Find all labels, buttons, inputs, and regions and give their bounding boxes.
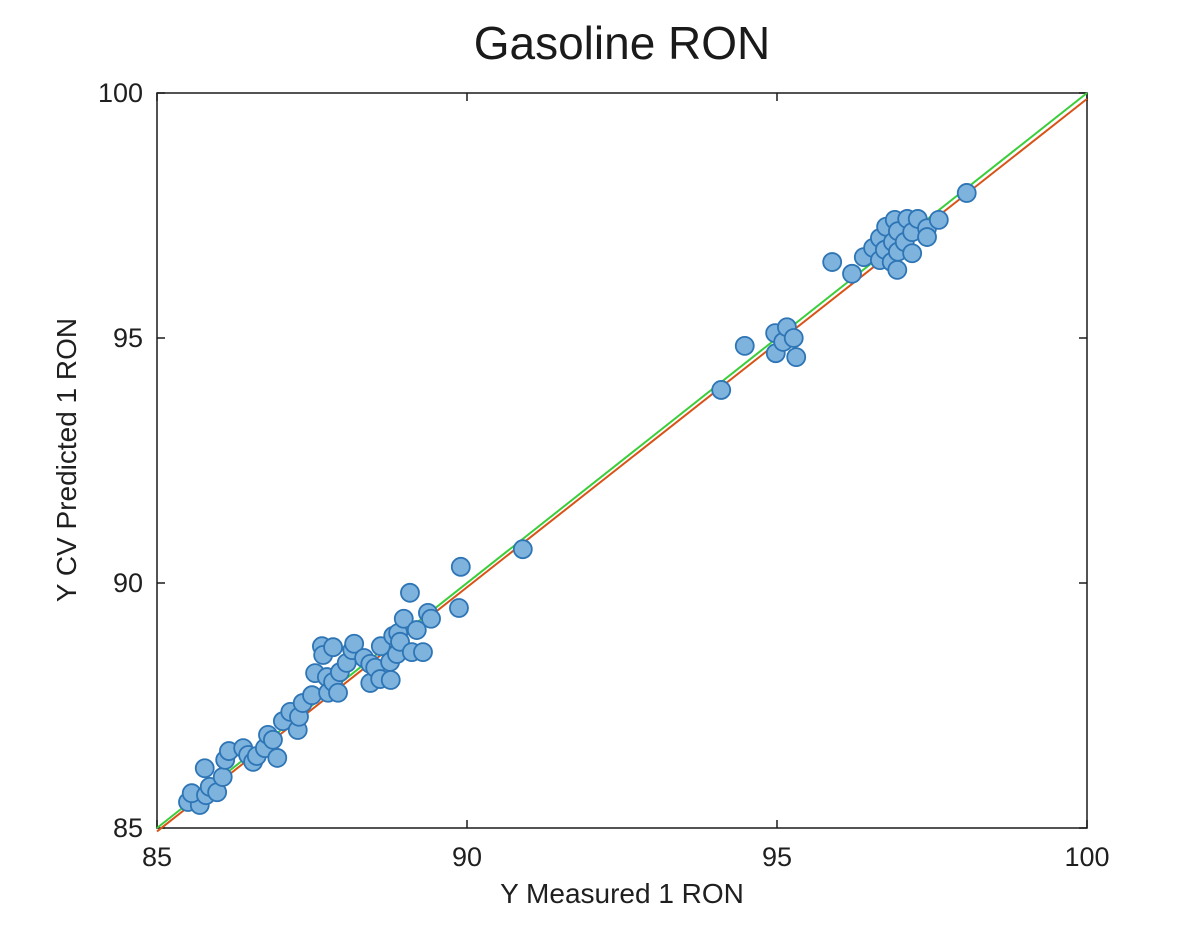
data-point	[194, 758, 215, 779]
data-point	[380, 670, 401, 690]
data-point	[400, 582, 420, 603]
data-point	[413, 642, 433, 662]
y-tick-label: 85	[113, 813, 143, 843]
x-tick-label: 100	[1064, 842, 1109, 872]
data-point	[822, 252, 843, 272]
data-point	[711, 380, 732, 400]
data-point	[323, 637, 343, 658]
x-tick-label: 85	[142, 842, 172, 872]
data-point	[344, 633, 365, 654]
data-point	[887, 259, 908, 280]
data-point	[393, 608, 414, 629]
data-point	[449, 598, 469, 618]
data-point	[421, 608, 441, 629]
data-point	[267, 748, 288, 768]
y-axis-label: Y CV Predicted 1 RON	[51, 317, 82, 603]
x-axis-label: Y Measured 1 RON	[500, 878, 744, 909]
data-point	[928, 210, 949, 230]
x-tick-label: 95	[762, 842, 792, 872]
y-tick-label: 95	[113, 323, 143, 353]
data-point	[406, 620, 427, 640]
data-point	[212, 767, 233, 787]
axes-box	[156, 92, 1088, 829]
y-tick-label: 90	[113, 568, 143, 598]
data-point	[450, 556, 471, 577]
data-point	[902, 243, 923, 264]
data-point	[786, 347, 807, 368]
x-tick-label: 90	[452, 842, 482, 872]
data-point	[783, 328, 804, 348]
data-point	[956, 183, 977, 203]
y-tick-label: 100	[98, 78, 143, 108]
data-point	[734, 335, 755, 356]
data-point	[263, 729, 283, 750]
data-point	[917, 227, 937, 247]
data-point	[512, 539, 533, 560]
data-point	[842, 263, 862, 284]
data-point	[328, 682, 348, 703]
chart-title: Gasoline RON	[473, 17, 771, 69]
data-point	[302, 685, 322, 706]
